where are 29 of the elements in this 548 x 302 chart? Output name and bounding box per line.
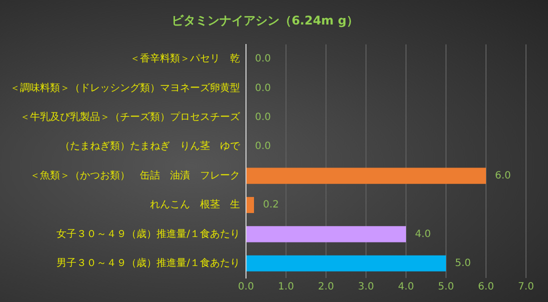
y-tick-label: ＜牛乳及び乳製品＞（チーズ類）プロセスチーズ <box>20 110 241 123</box>
data-label: 5.0 <box>455 258 471 269</box>
y-tick-label: （たまねぎ類）たまねぎ りん茎 ゆで <box>60 140 241 152</box>
data-label: 0.0 <box>255 54 271 65</box>
y-tick-label: ＜香辛料類＞パセリ 乾 <box>130 52 240 65</box>
y-tick-label: れんこん 根茎 生 <box>150 198 240 211</box>
data-label: 4.0 <box>415 228 431 240</box>
x-tick-label: 5.0 <box>438 282 454 293</box>
x-tick-label: 0.0 <box>238 282 254 293</box>
y-tick-label: ＜調味料類＞（ドレッシング類）マヨネーズ卵黄型 <box>10 82 240 94</box>
x-tick-label: 1.0 <box>278 282 294 293</box>
bar <box>246 255 446 272</box>
bar <box>246 196 254 214</box>
data-label: 0.0 <box>255 141 271 152</box>
chart-title: ビタミンナイアシン（6.24m g） <box>172 13 358 28</box>
y-tick-label: 女子３０～４９（歳）推進量/１食あたり <box>56 228 240 240</box>
x-tick-label: 7.0 <box>518 282 534 293</box>
x-tick-label: 3.0 <box>358 282 374 293</box>
x-tick-label: 2.0 <box>318 282 334 293</box>
bar <box>246 226 406 242</box>
data-label: 0.2 <box>263 200 279 211</box>
data-label: 0.0 <box>255 82 271 94</box>
x-tick-label: 4.0 <box>398 282 414 293</box>
y-tick-label: ＜魚類＞（かつお類） 缶詰 油漬 フレーク <box>30 169 240 182</box>
data-label: 6.0 <box>495 170 511 182</box>
bar <box>246 168 486 184</box>
x-tick-label: 6.0 <box>478 282 494 293</box>
y-tick-label: 男子３０～４９（歳）推進量/１食あたり <box>56 256 240 269</box>
data-label: 0.0 <box>255 112 271 123</box>
